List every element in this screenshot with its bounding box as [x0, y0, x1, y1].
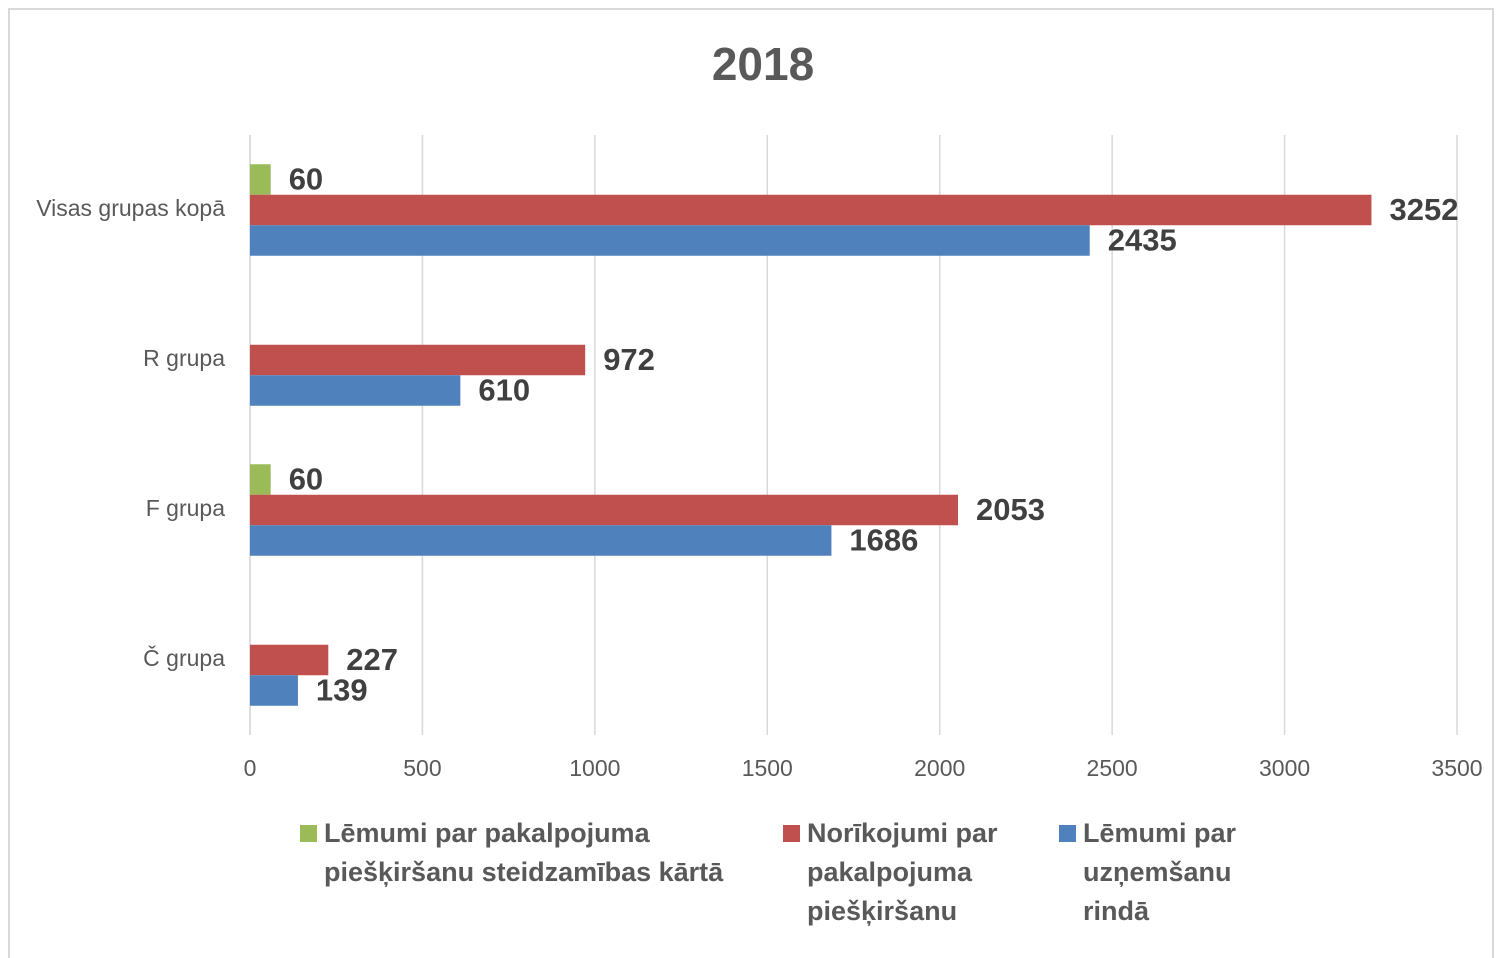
data-label: 3252: [1389, 192, 1458, 227]
y-tick-label: F grupa: [146, 495, 225, 521]
x-tick-label: 1000: [569, 755, 620, 781]
x-tick-label: 3500: [1431, 755, 1482, 781]
data-label: 2053: [976, 492, 1045, 527]
x-tick-label: 500: [403, 755, 441, 781]
bar: [250, 194, 1372, 226]
x-tick-label: 2500: [1087, 755, 1138, 781]
legend-item: Lēmumi par pakalpojuma piešķiršanu steid…: [300, 814, 744, 892]
legend-swatch: [1059, 825, 1076, 842]
bar: [250, 525, 832, 556]
bar: [250, 344, 586, 376]
data-label: 1686: [849, 523, 918, 558]
legend-swatch: [783, 825, 800, 842]
bar: [250, 164, 271, 195]
bar: [250, 225, 1090, 256]
data-label: 610: [478, 373, 530, 408]
chart-title: 2018: [712, 38, 814, 90]
legend-label: Lēmumi par uzņemšanu rindā: [1083, 818, 1237, 926]
legend-label: Norīkojumi par pakalpojuma piešķiršanu: [807, 818, 998, 926]
x-tick-label: 3000: [1259, 755, 1310, 781]
bar: [250, 464, 271, 495]
data-label: 139: [316, 673, 368, 708]
y-tick-label: Č grupa: [143, 644, 225, 671]
data-label: 972: [603, 342, 655, 377]
legend-item: Lēmumi par uzņemšanu rindā: [1059, 814, 1268, 931]
x-tick-label: 2000: [914, 755, 965, 781]
legend-swatch: [300, 825, 317, 842]
chart-frame: [8, 8, 1494, 958]
y-tick-label: R grupa: [143, 345, 225, 371]
data-label: 60: [289, 162, 323, 197]
x-tick-label: 0: [244, 755, 257, 781]
x-tick-label: 1500: [742, 755, 793, 781]
bar: [250, 644, 329, 676]
legend-label: Lēmumi par pakalpojuma piešķiršanu steid…: [324, 818, 724, 887]
data-label: 60: [289, 462, 323, 497]
legend-item: Norīkojumi par pakalpojuma piešķiršanu: [783, 814, 1037, 931]
data-label: 2435: [1108, 223, 1177, 258]
bar: [250, 375, 461, 406]
data-label: 227: [346, 642, 398, 677]
bar: [250, 494, 958, 526]
bar: [250, 675, 298, 706]
y-tick-label: Visas grupas kopā: [36, 195, 225, 221]
